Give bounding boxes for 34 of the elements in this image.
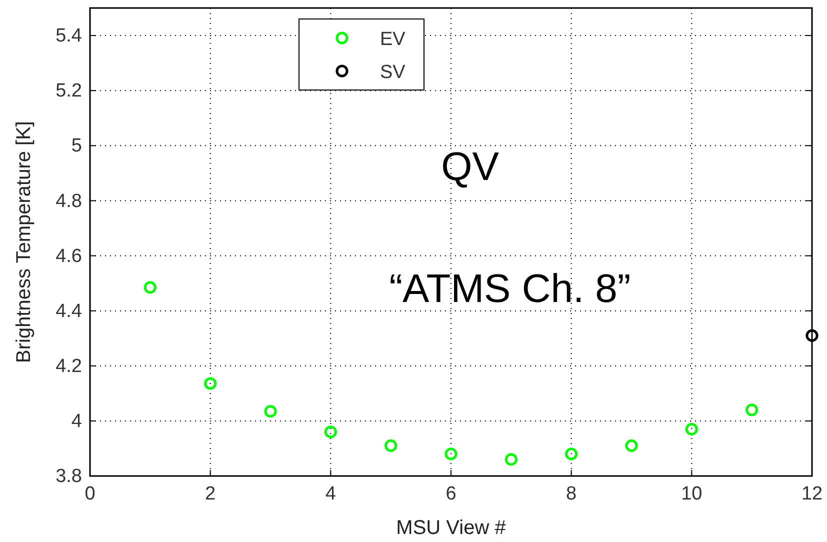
y-tick-label: 3.8 — [56, 466, 82, 488]
annotation: “ATMS Ch. 8” — [389, 267, 631, 311]
x-tick-label: 12 — [801, 483, 823, 504]
point — [806, 329, 818, 342]
point — [504, 453, 518, 466]
legend-label: SV — [380, 62, 406, 83]
point — [324, 426, 337, 438]
x-tick-label: 8 — [566, 483, 577, 504]
y-tick-label: 5.4 — [56, 26, 82, 47]
x-tick-label: 6 — [446, 483, 456, 504]
point — [444, 448, 458, 460]
point — [625, 439, 638, 452]
y-tick-label: 5.2 — [56, 80, 82, 102]
point — [565, 448, 578, 460]
point — [264, 405, 277, 418]
point — [746, 404, 758, 416]
x-axis-title: MSU View # — [396, 517, 507, 539]
y-tick-label: 4.4 — [56, 300, 82, 322]
legend-label: EV — [380, 29, 406, 50]
x-tick-label: 10 — [681, 483, 702, 504]
y-tick-label: 4.2 — [56, 356, 82, 377]
y-tick-label: 4 — [71, 411, 82, 432]
x-tick-label: 4 — [325, 483, 336, 504]
point — [144, 281, 156, 294]
annotation: QV — [441, 145, 500, 189]
y-tick-label: 4.6 — [56, 246, 82, 267]
point — [384, 439, 398, 452]
y-tick-label: 4.8 — [56, 190, 82, 212]
y-tick-label: 5 — [71, 136, 82, 157]
x-tick-label: 0 — [84, 483, 96, 504]
y-axis-title: Brightness Temperature [K] — [13, 121, 35, 363]
point — [204, 377, 217, 390]
point — [685, 422, 698, 436]
x-tick-label: 2 — [205, 483, 216, 504]
